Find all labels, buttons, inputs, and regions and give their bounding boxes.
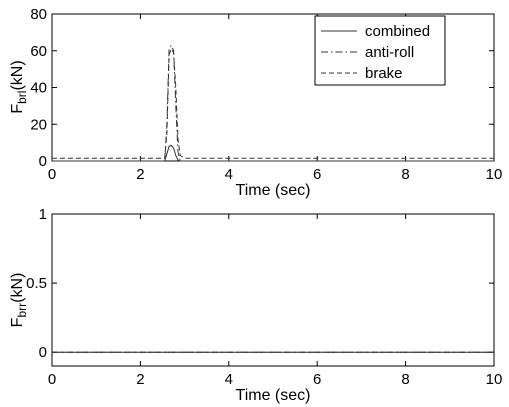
y-tick-label: 60: [30, 43, 47, 60]
y-axis-label-main: F: [9, 317, 26, 327]
axes-frame: [51, 213, 495, 367]
y-axis-label-main: F: [9, 104, 26, 114]
y-tick-label: 0: [39, 344, 47, 361]
y-tick-label: 0.5: [26, 275, 47, 292]
y-axis-label-unit: (kN): [9, 273, 26, 303]
legend-label: brake: [365, 65, 403, 82]
x-tick-label: 10: [486, 166, 503, 183]
legend-label: combined: [365, 23, 430, 40]
x-tick-label: 4: [225, 166, 233, 183]
x-tick-label: 2: [136, 166, 144, 183]
y-tick-label: 0: [39, 153, 47, 170]
x-tick-label: 0: [48, 166, 56, 183]
x-tick-label: 6: [313, 371, 321, 388]
x-tick-label: 10: [486, 371, 503, 388]
x-tick-label: 2: [136, 371, 144, 388]
y-tick-label: 40: [30, 80, 47, 97]
x-axis-label: Time (sec): [236, 182, 311, 199]
x-axis-label: Time (sec): [236, 387, 311, 404]
x-tick-label: 8: [401, 371, 409, 388]
chart-panel-top: 0 2 4 6 8 10 0 20 40 60 80 Time (sec) Fbrl(kN) combin…: [9, 6, 502, 199]
x-tick-label: 8: [401, 166, 409, 183]
series-line-brake: [52, 47, 494, 159]
y-axis-label-unit: (kN): [9, 60, 26, 90]
y-axis-label-sub: brl: [15, 91, 29, 104]
legend-box: [314, 15, 446, 86]
x-tick-label: 0: [48, 371, 56, 388]
y-axis-label: Fbrl(kN): [9, 60, 29, 113]
series-line-combined: [52, 144, 494, 162]
x-tick-label: 6: [313, 166, 321, 183]
y-tick-label: 1: [39, 206, 47, 223]
y-axis-label-sub: brr: [15, 303, 29, 318]
y-tick-label: 20: [30, 116, 47, 133]
x-tick-label: 4: [225, 371, 233, 388]
legend-label: anti-roll: [365, 44, 414, 61]
chart-panel-bottom: 0 2 4 6 8 10 0 0.5 1 Time (sec) Fbrr(kN): [9, 206, 502, 404]
y-axis-label: Fbrr(kN): [9, 273, 29, 328]
y-tick-label: 80: [30, 6, 47, 23]
